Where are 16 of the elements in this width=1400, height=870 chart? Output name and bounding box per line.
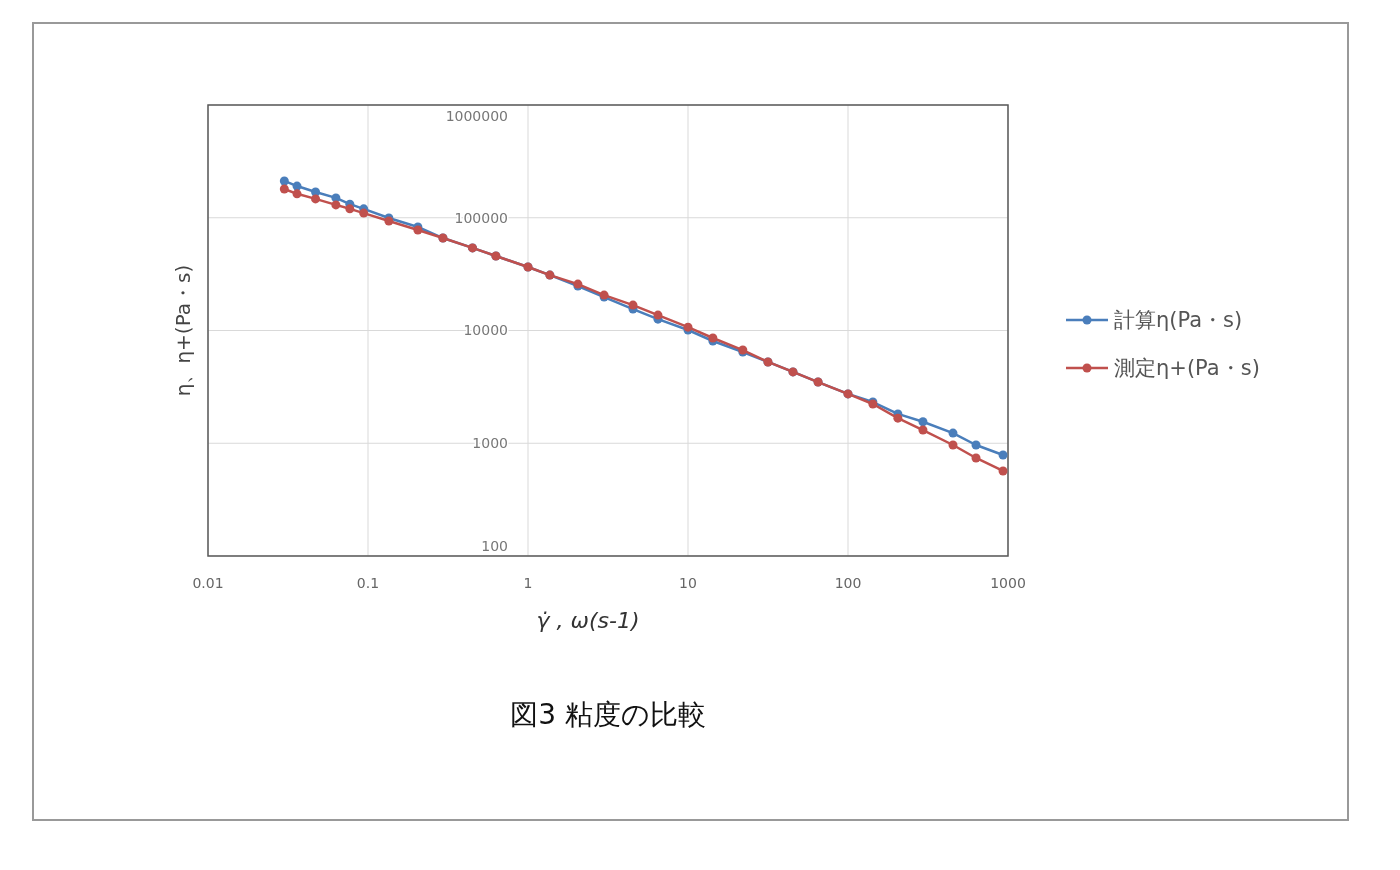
x-tick-label: 0.01: [192, 575, 224, 591]
y-tick-label: 1000000: [445, 107, 508, 124]
legend-label: 測定η+(Pa・s): [1114, 356, 1260, 381]
x-tick-label: 0.1: [356, 575, 380, 591]
x-tick-label: 1000: [990, 575, 1026, 591]
x-axis-title: γ̇ , ω(s-1): [536, 608, 640, 633]
y-tick-label: 10000: [463, 322, 508, 339]
y-tick-label: 100: [481, 537, 508, 554]
y-axis-title: η、η+(Pa・s): [171, 264, 195, 397]
x-tick-label: 100: [834, 575, 862, 591]
y-tick-label: 100000: [454, 209, 508, 226]
legend-label: 計算η(Pa・s): [1114, 308, 1243, 333]
x-tick-label: 10: [679, 575, 697, 591]
text: 図3 粘度の比較: [510, 698, 706, 731]
y-tick-label: 1000: [472, 435, 508, 452]
x-tick-label: 1: [523, 575, 533, 591]
